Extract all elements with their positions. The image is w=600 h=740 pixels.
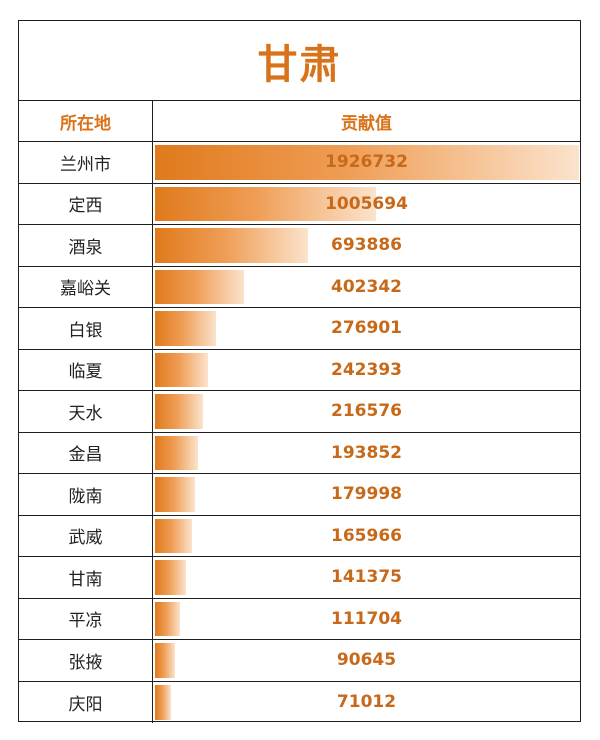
bar xyxy=(155,269,244,304)
table-row: 兰州市 1926732 xyxy=(19,142,580,184)
city-label: 定西 xyxy=(19,183,153,224)
data-label: 1926732 xyxy=(325,152,408,173)
table-row: 天水 216576 xyxy=(19,391,580,433)
table-row: 陇南 179998 xyxy=(19,474,580,516)
table-row: 白银 276901 xyxy=(19,308,580,350)
value-cell: 193852 xyxy=(153,433,580,474)
data-label: 402342 xyxy=(331,276,402,297)
city-label: 平凉 xyxy=(19,598,153,639)
data-label: 90645 xyxy=(336,650,397,671)
data-label: 141375 xyxy=(331,567,402,588)
value-cell: 242393 xyxy=(153,350,580,391)
header-row: 所在地 贡献值 xyxy=(19,101,580,142)
value-cell: 402342 xyxy=(153,267,580,308)
city-label: 金昌 xyxy=(19,432,153,473)
value-cell: 111704 xyxy=(153,599,580,640)
city-label: 白银 xyxy=(19,308,153,349)
city-label: 兰州市 xyxy=(19,142,153,183)
data-label: 179998 xyxy=(331,484,402,505)
value-cell: 141375 xyxy=(153,557,580,598)
value-cell: 1005694 xyxy=(153,184,580,225)
table-row: 金昌 193852 xyxy=(19,432,580,474)
table-row: 张掖 90645 xyxy=(19,640,580,682)
city-label: 陇南 xyxy=(19,474,153,515)
data-label: 693886 xyxy=(331,235,402,256)
table-row: 酒泉 693886 xyxy=(19,225,580,267)
table-body: 兰州市 1926732 定西 1005694 酒泉 693886 嘉峪关 402342 白银 27… xyxy=(19,142,580,723)
bar xyxy=(155,601,180,636)
city-label: 酒泉 xyxy=(19,225,153,266)
bar xyxy=(155,560,187,595)
value-cell: 693886 xyxy=(153,225,580,266)
table-row: 庆阳 71012 xyxy=(19,681,580,724)
value-cell: 90645 xyxy=(153,640,580,681)
table-row: 甘南 141375 xyxy=(19,557,580,599)
value-cell: 179998 xyxy=(153,474,580,515)
data-label: 1005694 xyxy=(325,193,408,214)
bar xyxy=(155,145,579,180)
location-header: 所在地 xyxy=(19,101,153,141)
bar xyxy=(155,477,195,512)
bar xyxy=(155,352,209,387)
bar xyxy=(155,518,192,553)
chart-title: 甘肃 xyxy=(257,41,342,88)
data-label: 71012 xyxy=(336,692,397,713)
bar xyxy=(155,186,377,221)
title-row: 甘肃 xyxy=(19,21,580,101)
data-label: 193852 xyxy=(331,442,402,463)
city-label: 天水 xyxy=(19,391,153,432)
city-label: 临夏 xyxy=(19,349,153,390)
bar xyxy=(155,394,203,429)
bar xyxy=(155,228,308,263)
value-cell: 71012 xyxy=(153,682,580,724)
bar xyxy=(155,435,198,470)
bar xyxy=(155,311,216,346)
table-row: 平凉 111704 xyxy=(19,598,580,640)
value-cell: 1926732 xyxy=(153,142,580,183)
data-label: 111704 xyxy=(331,608,402,629)
table-row: 定西 1005694 xyxy=(19,183,580,225)
bar xyxy=(155,684,171,720)
data-table: 甘肃 所在地 贡献值 兰州市 1926732 定西 1005694 酒泉 693886 嘉峪… xyxy=(18,20,581,723)
data-label: 276901 xyxy=(331,318,402,339)
city-label: 甘南 xyxy=(19,557,153,598)
value-header: 贡献值 xyxy=(341,113,392,134)
table-row: 嘉峪关 402342 xyxy=(19,266,580,308)
city-label: 张掖 xyxy=(19,640,153,681)
table-row: 武威 165966 xyxy=(19,515,580,557)
city-label: 庆阳 xyxy=(19,681,153,723)
bar xyxy=(155,643,175,678)
value-cell: 276901 xyxy=(153,308,580,349)
data-label: 165966 xyxy=(331,525,402,546)
data-label: 242393 xyxy=(331,359,402,380)
table-row: 临夏 242393 xyxy=(19,349,580,391)
value-cell: 216576 xyxy=(153,391,580,432)
city-label: 嘉峪关 xyxy=(19,266,153,307)
data-label: 216576 xyxy=(331,401,402,422)
city-label: 武威 xyxy=(19,515,153,556)
value-cell: 165966 xyxy=(153,516,580,557)
